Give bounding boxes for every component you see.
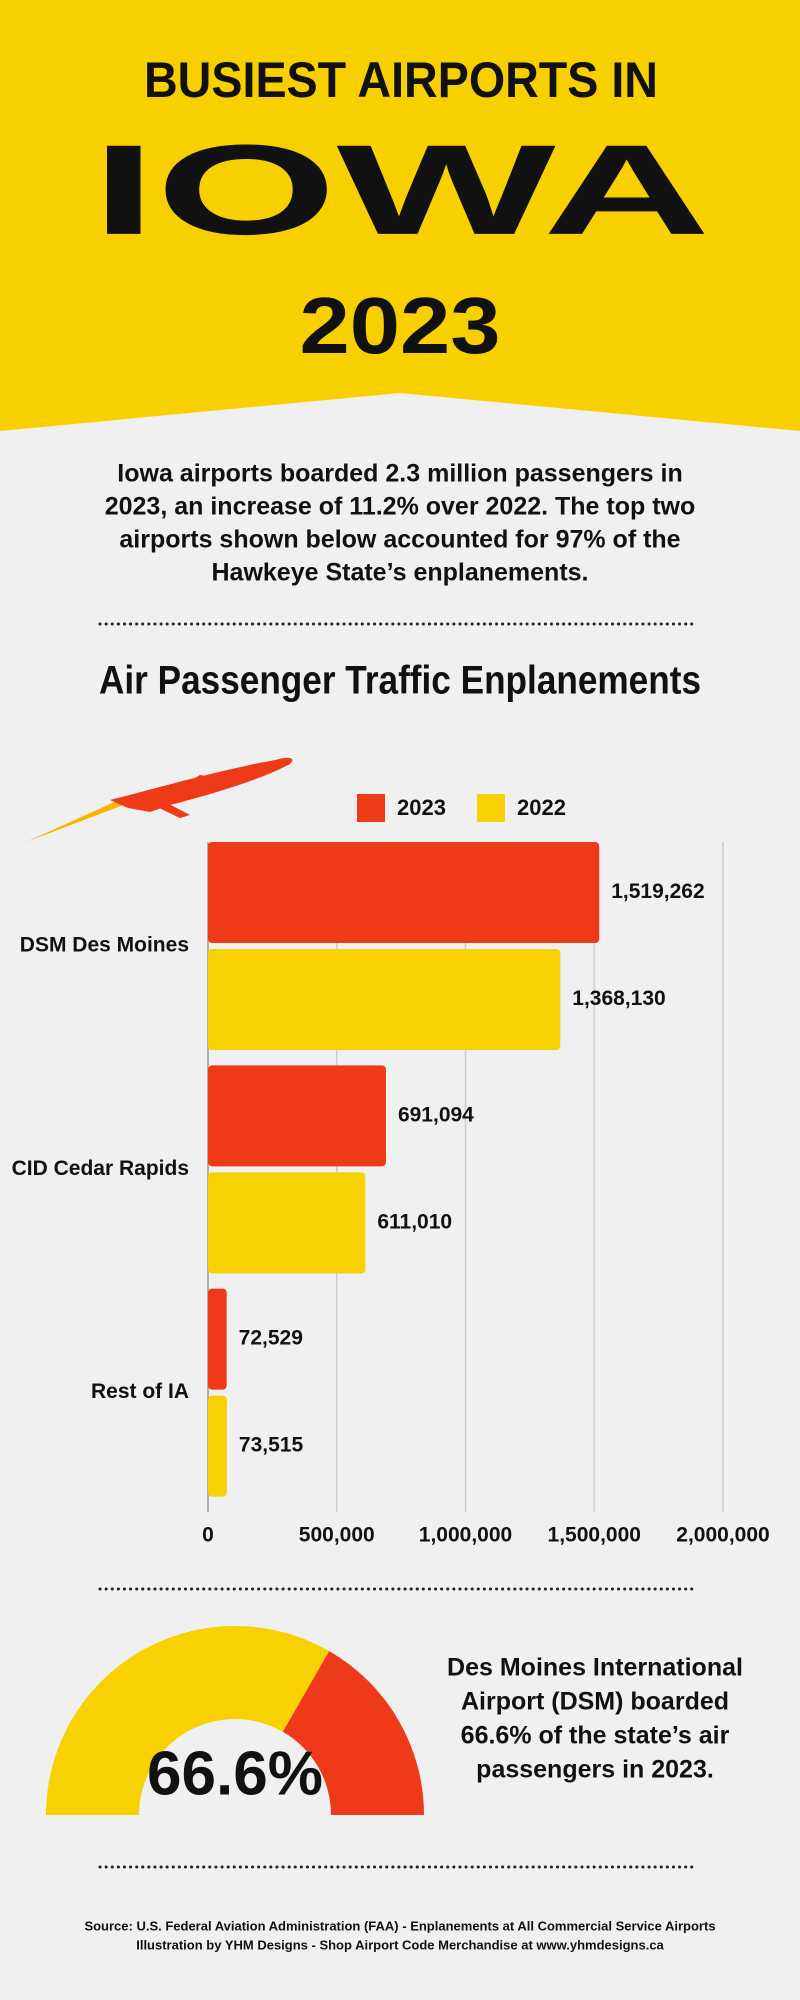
bar <box>208 1288 227 1390</box>
category-label: CID Cedar Rapids <box>12 1157 189 1180</box>
plane <box>26 757 293 842</box>
intro-line: Iowa airports boarded 2.3 million passen… <box>117 460 682 488</box>
legend-swatch <box>357 794 385 822</box>
bar <box>208 949 561 1050</box>
bar <box>208 842 600 943</box>
x-tick-label: 0 <box>202 1524 214 1547</box>
category-label: DSM Des Moines <box>20 934 189 957</box>
value-label: 611,010 <box>377 1210 452 1233</box>
value-label: 1,519,262 <box>611 880 704 903</box>
header-line: BUSIEST AIRPORTS IN <box>144 52 658 108</box>
intro-line: 2023, an increase of 11.2% over 2022. Th… <box>105 493 696 521</box>
x-tick-label: 1,500,000 <box>548 1524 641 1547</box>
gauge-label: 66.6% <box>147 1739 323 1808</box>
bar <box>208 1065 386 1167</box>
gauge: 66.6% Des Moines International Airport (DS… <box>46 1626 743 1815</box>
x-tick-label: 2,000,000 <box>676 1524 769 1547</box>
source-line: Illustration by YHM Designs - Shop Airpo… <box>136 1937 664 1952</box>
value-label: 73,515 <box>239 1434 304 1457</box>
x-tick-label: 1,000,000 <box>419 1524 512 1547</box>
gauge-rest <box>282 1651 424 1815</box>
x-tick-label: 500,000 <box>299 1524 375 1547</box>
intro: Iowa airports boarded 2.3 million passen… <box>105 460 696 587</box>
value-label: 1,368,130 <box>572 987 665 1010</box>
gauge-fill <box>46 1626 330 1815</box>
gauge-text: 66.6% of the state’s air <box>461 1722 730 1750</box>
legend-swatch <box>477 794 505 822</box>
bar-chart: 0 500,000 1,000,000 1,500,000 2,000,000 2023 2… <box>12 794 770 1547</box>
intro-line: airports shown below accounted for 97% o… <box>119 526 680 554</box>
gauge-text: Airport (DSM) boarded <box>461 1688 729 1716</box>
source-line: Source: U.S. Federal Aviation Administra… <box>84 1918 715 1933</box>
gauge-text: Des Moines International <box>447 1654 743 1682</box>
legend-label: 2023 <box>397 795 446 820</box>
header-band <box>0 0 800 431</box>
bar <box>208 1395 227 1497</box>
intro-line: Hawkeye State’s enplanements. <box>211 559 588 587</box>
bar <box>208 1172 366 1274</box>
gauge-text: passengers in 2023. <box>476 1756 714 1784</box>
source: Source: U.S. Federal Aviation Administra… <box>84 1918 715 1952</box>
legend-label: 2022 <box>517 795 566 820</box>
header-year: 2023 <box>300 281 501 370</box>
chart-title: Air Passenger Traffic Enplanements <box>99 659 701 703</box>
category-label: Rest of IA <box>91 1380 189 1403</box>
header-state: IOWA <box>92 119 711 262</box>
value-label: 691,094 <box>398 1103 474 1126</box>
value-label: 72,529 <box>239 1327 303 1350</box>
